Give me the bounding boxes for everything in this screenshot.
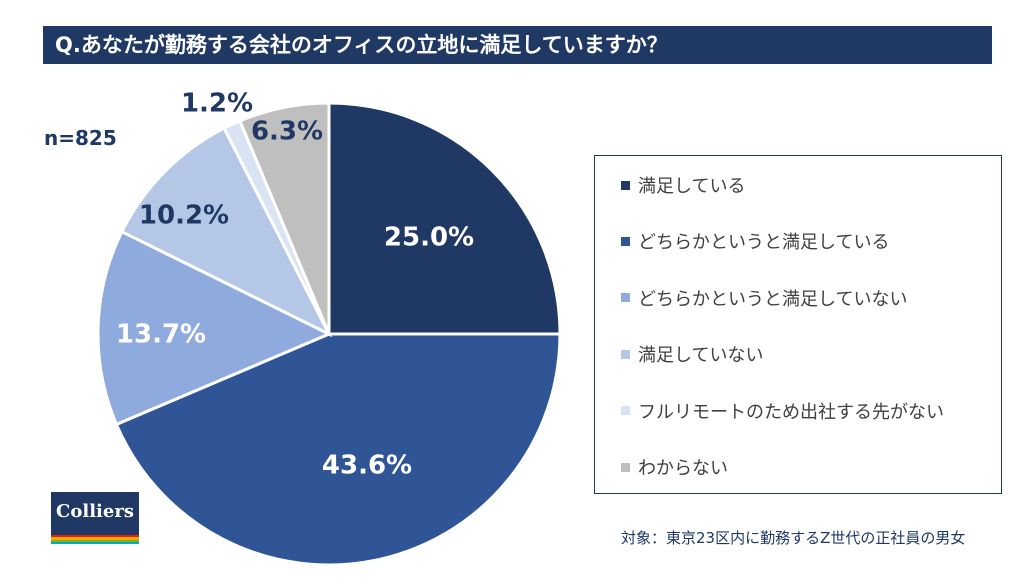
slice-value-label: 43.6% [322,451,412,481]
logo-stripes [51,535,139,544]
logo-stripe [51,541,139,544]
legend-item: どちらかというと満足していない [621,283,907,313]
legend-item: 満足していない [621,339,763,369]
slice-value-label: 10.2% [139,201,229,231]
legend-label: わからない [638,458,728,479]
logo-text: Colliers [56,501,134,522]
chart-legend: 満足しているどちらかというと満足している どちらかというと満足していない 満足してい… [594,155,1002,494]
logo-stripe [51,537,139,540]
legend-swatch [621,180,630,190]
slice-value-label: 13.7% [116,320,206,350]
pie-slice [327,101,562,336]
slice-value-label: 1.2% [181,89,253,119]
legend-item: わからない [621,452,728,482]
sample-size-label: n=825 [44,126,117,150]
legend-item: フルリモートのため出社する先がない [621,396,944,426]
page-title: Q.あなたが勤務する会社のオフィスの立地に満足していますか？ [43,26,992,64]
legend-label: フルリモートのため出社する先がない [638,401,944,423]
colliers-logo: Colliers [51,492,139,544]
logo-stripe [51,539,139,542]
legend-item: 満足している [621,170,745,200]
pie-slice [114,332,562,567]
legend-label: 満足している [638,176,746,197]
pie-slice [237,101,331,335]
logo-stripe [51,535,139,538]
legend-swatch [621,462,630,472]
legend-label: どちらかというと満足していない [638,288,908,310]
legend-label: 満足していない [638,345,764,367]
legend-item: どちらかというと満足している [621,226,889,256]
slice-value-label: 6.3% [251,117,323,147]
slice-value-label: 25.0% [384,223,474,253]
survey-target-note: 対象：東京23区内に勤務するZ世代の正社員の男女 [621,529,966,547]
pie-slice [96,229,333,427]
pie-slice [119,126,333,338]
legend-swatch [621,293,630,303]
legend-swatch [621,236,630,246]
legend-swatch [621,349,630,359]
legend-swatch [621,406,630,416]
legend-label: どちらかというと満足している [638,232,890,254]
